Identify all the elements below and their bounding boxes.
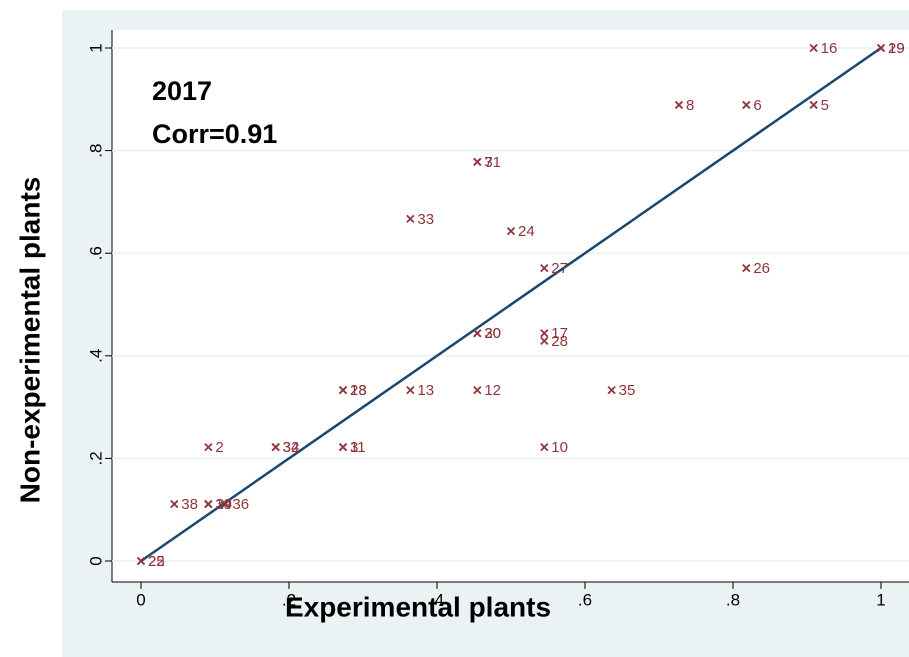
y-tick-label: .2 bbox=[86, 451, 105, 465]
point-label: 30 bbox=[484, 325, 501, 342]
point-label: 6 bbox=[753, 97, 761, 114]
point-marker bbox=[406, 386, 415, 395]
point-marker bbox=[540, 329, 549, 338]
y-tick-label: 1 bbox=[86, 43, 105, 52]
x-tick-label: .6 bbox=[578, 590, 592, 609]
point-label: 36 bbox=[232, 496, 249, 513]
x-tick-label: 0 bbox=[136, 590, 145, 609]
point-label: 26 bbox=[753, 260, 770, 277]
point-label: 13 bbox=[417, 382, 434, 399]
point-label: 20 bbox=[484, 325, 501, 342]
x-tick-label: .2 bbox=[282, 590, 296, 609]
point-marker bbox=[473, 386, 482, 395]
point-label: 7 bbox=[484, 154, 492, 171]
point-label: 17 bbox=[551, 325, 568, 342]
point-label: 27 bbox=[551, 260, 568, 277]
y-tick-label: 0 bbox=[86, 556, 105, 565]
point-label: 5 bbox=[821, 97, 829, 114]
point-marker bbox=[170, 499, 179, 509]
point-label: 38 bbox=[181, 496, 198, 513]
point-label: 22 bbox=[148, 553, 165, 570]
point-marker bbox=[742, 263, 751, 273]
y-tick-label: .6 bbox=[86, 246, 105, 260]
point-label: 3 bbox=[350, 439, 358, 456]
annotation-corr: Corr=0.91 bbox=[152, 119, 277, 149]
point-label: 34 bbox=[283, 439, 300, 456]
fit-line bbox=[140, 46, 882, 563]
point-label: 33 bbox=[417, 211, 434, 228]
point-label: 8 bbox=[686, 97, 694, 114]
point-marker bbox=[540, 336, 549, 346]
point-marker bbox=[540, 442, 549, 452]
point-label: 10 bbox=[551, 439, 568, 456]
point-marker bbox=[271, 442, 280, 452]
point-marker bbox=[540, 263, 549, 273]
point-label: 28 bbox=[551, 333, 568, 350]
x-tick-label: .4 bbox=[430, 590, 444, 609]
y-tick-label: .8 bbox=[86, 144, 105, 158]
point-marker bbox=[809, 100, 818, 110]
point-label: 2 bbox=[215, 439, 223, 456]
point-marker bbox=[674, 100, 684, 110]
point-marker bbox=[876, 43, 886, 53]
point-marker bbox=[204, 442, 213, 452]
y-tick-label: .4 bbox=[86, 349, 105, 363]
x-tick-label: .8 bbox=[726, 590, 740, 609]
point-label: 32 bbox=[283, 439, 300, 456]
point-label: 35 bbox=[619, 382, 636, 399]
point-label: 25 bbox=[148, 553, 165, 570]
point-marker bbox=[221, 499, 230, 509]
x-tick-label: 1 bbox=[876, 590, 885, 609]
point-marker bbox=[607, 386, 616, 395]
point-marker bbox=[473, 329, 482, 338]
point-label: 29 bbox=[888, 40, 905, 57]
point-marker bbox=[204, 499, 213, 509]
point-marker bbox=[809, 43, 818, 53]
point-label: 23 bbox=[350, 382, 367, 399]
point-label: 24 bbox=[518, 223, 535, 240]
point-marker bbox=[506, 227, 516, 236]
point-marker bbox=[136, 556, 146, 566]
point-label: 11 bbox=[350, 439, 366, 456]
point-marker bbox=[338, 386, 348, 395]
point-label: 18 bbox=[350, 382, 367, 399]
point-label: 12 bbox=[484, 382, 501, 399]
point-label: 19 bbox=[888, 40, 905, 57]
point-label: 31 bbox=[484, 154, 501, 171]
point-label: 16 bbox=[821, 40, 838, 57]
point-marker bbox=[406, 214, 415, 223]
y-axis-title: Non-experimental plants bbox=[14, 177, 45, 504]
annotation-year: 2017 bbox=[152, 76, 212, 106]
point-marker bbox=[742, 100, 751, 110]
x-axis-title: Experimental plants bbox=[285, 591, 551, 622]
point-marker bbox=[338, 442, 348, 452]
point-marker bbox=[473, 157, 482, 167]
